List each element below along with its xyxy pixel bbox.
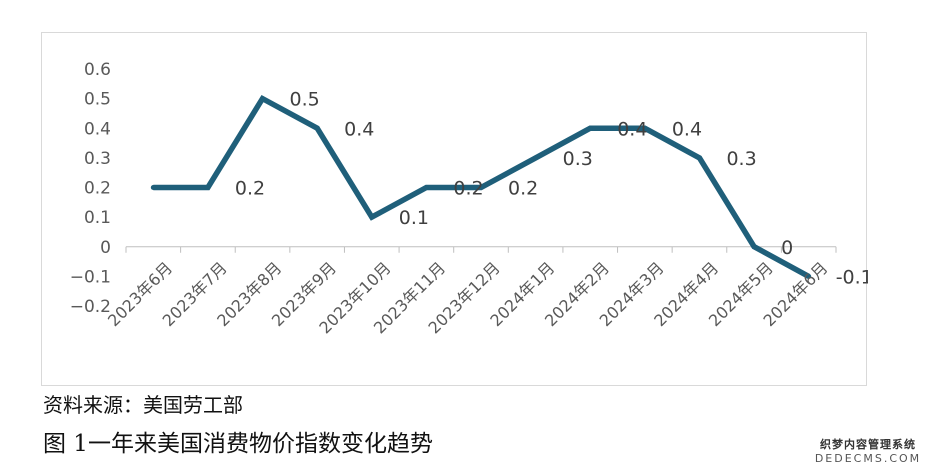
data-label: 0.2 bbox=[453, 178, 483, 200]
data-point bbox=[150, 185, 156, 190]
data-point bbox=[696, 155, 702, 161]
data-point bbox=[642, 125, 648, 131]
watermark-line1: 织梦内容管理系统 bbox=[820, 438, 916, 451]
data-label: 0.5 bbox=[290, 89, 320, 111]
data-label: 0.2 bbox=[235, 178, 265, 200]
y-tick-label: 0 bbox=[100, 238, 111, 258]
data-label: 0.2 bbox=[508, 178, 538, 200]
y-tick-label: −0.1 bbox=[70, 267, 111, 287]
source-note: 资料来源：美国劳工部 bbox=[43, 393, 243, 417]
data-point bbox=[587, 125, 593, 131]
data-point bbox=[314, 125, 320, 131]
data-point bbox=[751, 244, 757, 250]
data-label: 0.3 bbox=[726, 148, 756, 170]
data-point bbox=[533, 155, 539, 161]
cpi-line-chart: 0.6 0.5 0.4 0.3 0.2 0.1 0 −0.1 −0.2 0.2 0.5 0.4 0.1 0… bbox=[70, 60, 868, 337]
figure-title: 图 1一年来美国消费物价指数变化趋势 bbox=[43, 431, 433, 457]
watermark-line2: DEDECMS.COM bbox=[814, 452, 922, 465]
data-label: 0.4 bbox=[617, 118, 647, 140]
y-tick-label: 0.2 bbox=[84, 179, 111, 199]
data-point bbox=[806, 273, 812, 279]
y-tick-label: 0.5 bbox=[84, 90, 111, 110]
data-label: 0.4 bbox=[672, 118, 702, 140]
chart-frame: 0.6 0.5 0.4 0.3 0.2 0.1 0 −0.1 −0.2 0.2 0.5 0.4 0.1 0… bbox=[41, 32, 868, 386]
data-point bbox=[369, 214, 375, 220]
data-point bbox=[478, 185, 484, 190]
data-label: 0.1 bbox=[399, 207, 429, 229]
y-tick-label: 0.6 bbox=[84, 60, 111, 80]
watermark-logo: 织梦内容管理系统 DEDECMS.COM bbox=[806, 436, 930, 470]
y-tick-label: 0.1 bbox=[84, 208, 111, 228]
y-tick-label: −0.2 bbox=[70, 297, 111, 317]
data-label: -0.1 bbox=[836, 266, 868, 288]
y-tick-label: 0.4 bbox=[84, 119, 111, 139]
data-point bbox=[205, 185, 211, 190]
data-label: 0.3 bbox=[563, 148, 593, 170]
data-point bbox=[423, 185, 429, 190]
data-point bbox=[260, 96, 266, 102]
y-tick-label: 0.3 bbox=[84, 149, 111, 169]
data-label: 0.4 bbox=[344, 118, 374, 140]
data-label: 0 bbox=[781, 237, 793, 259]
